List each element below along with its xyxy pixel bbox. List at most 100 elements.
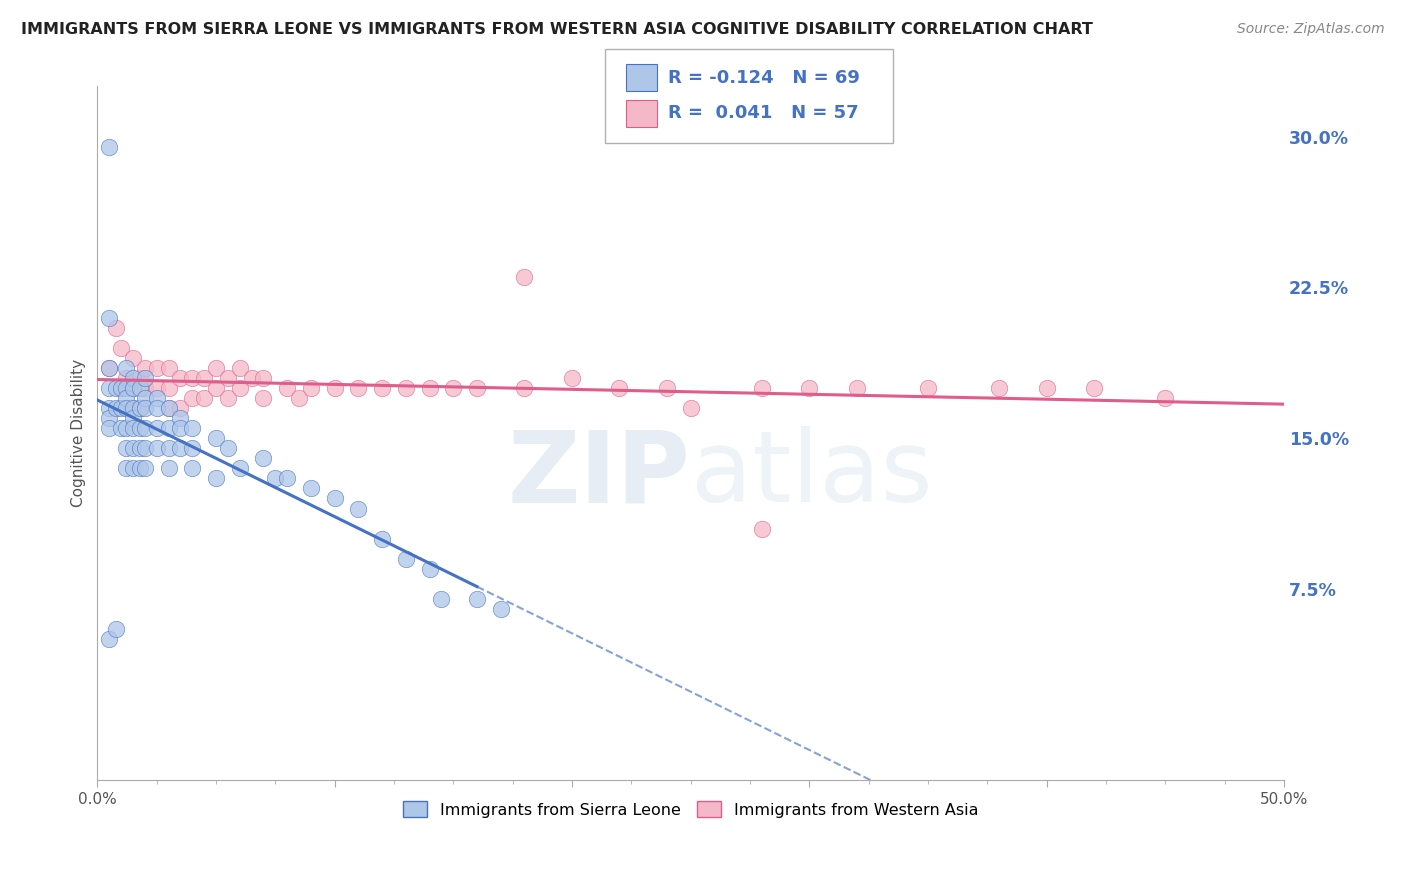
Point bbox=[157, 461, 180, 475]
Point bbox=[145, 381, 167, 395]
Point bbox=[169, 401, 191, 415]
Point bbox=[122, 401, 145, 415]
Point bbox=[134, 391, 156, 405]
Point bbox=[145, 442, 167, 456]
Point bbox=[98, 360, 121, 375]
Point bbox=[276, 471, 298, 485]
Text: R = -0.124   N = 69: R = -0.124 N = 69 bbox=[668, 69, 859, 87]
Point bbox=[98, 139, 121, 153]
Point bbox=[134, 461, 156, 475]
Point bbox=[114, 421, 136, 435]
Point bbox=[157, 442, 180, 456]
Point bbox=[395, 381, 418, 395]
Point bbox=[655, 381, 678, 395]
Point bbox=[110, 381, 132, 395]
Point bbox=[114, 391, 136, 405]
Point bbox=[134, 442, 156, 456]
Point bbox=[145, 391, 167, 405]
Point bbox=[229, 461, 252, 475]
Point bbox=[181, 371, 204, 385]
Point bbox=[252, 391, 274, 405]
Point bbox=[217, 371, 239, 385]
Point bbox=[513, 381, 536, 395]
Y-axis label: Cognitive Disability: Cognitive Disability bbox=[72, 359, 86, 508]
Point bbox=[419, 562, 441, 576]
Point bbox=[430, 592, 453, 607]
Point bbox=[561, 371, 583, 385]
Point bbox=[169, 411, 191, 425]
Point bbox=[145, 421, 167, 435]
Point bbox=[129, 381, 152, 395]
Point bbox=[98, 310, 121, 325]
Point bbox=[347, 381, 370, 395]
Point bbox=[122, 351, 145, 365]
Point bbox=[134, 381, 156, 395]
Point bbox=[799, 381, 821, 395]
Point bbox=[145, 401, 167, 415]
Legend: Immigrants from Sierra Leone, Immigrants from Western Asia: Immigrants from Sierra Leone, Immigrants… bbox=[396, 795, 984, 824]
Point bbox=[371, 532, 394, 546]
Point bbox=[157, 381, 180, 395]
Point bbox=[299, 482, 322, 496]
Point bbox=[157, 421, 180, 435]
Point bbox=[114, 360, 136, 375]
Point bbox=[114, 371, 136, 385]
Point bbox=[441, 381, 464, 395]
Point bbox=[371, 381, 394, 395]
Point bbox=[98, 401, 121, 415]
Point bbox=[129, 401, 152, 415]
Point bbox=[98, 381, 121, 395]
Point bbox=[181, 421, 204, 435]
Point bbox=[105, 381, 128, 395]
Point bbox=[347, 501, 370, 516]
Point bbox=[395, 551, 418, 566]
Point bbox=[129, 461, 152, 475]
Point bbox=[169, 442, 191, 456]
Point bbox=[751, 522, 773, 536]
Point bbox=[110, 341, 132, 355]
Point bbox=[157, 360, 180, 375]
Point bbox=[122, 461, 145, 475]
Point bbox=[105, 320, 128, 334]
Point bbox=[110, 421, 132, 435]
Point bbox=[489, 602, 512, 616]
Point bbox=[122, 411, 145, 425]
Point bbox=[205, 471, 228, 485]
Point bbox=[110, 401, 132, 415]
Point bbox=[134, 421, 156, 435]
Point bbox=[181, 391, 204, 405]
Point bbox=[217, 391, 239, 405]
Point bbox=[114, 381, 136, 395]
Point bbox=[157, 401, 180, 415]
Text: IMMIGRANTS FROM SIERRA LEONE VS IMMIGRANTS FROM WESTERN ASIA COGNITIVE DISABILIT: IMMIGRANTS FROM SIERRA LEONE VS IMMIGRAN… bbox=[21, 22, 1092, 37]
Point bbox=[169, 421, 191, 435]
Text: atlas: atlas bbox=[690, 426, 932, 524]
Point bbox=[122, 381, 145, 395]
Point bbox=[129, 371, 152, 385]
Point bbox=[105, 401, 128, 415]
Point bbox=[252, 371, 274, 385]
Point bbox=[169, 371, 191, 385]
Point bbox=[845, 381, 868, 395]
Point bbox=[679, 401, 702, 415]
Point bbox=[98, 421, 121, 435]
Point bbox=[122, 381, 145, 395]
Point bbox=[134, 371, 156, 385]
Point bbox=[114, 401, 136, 415]
Point bbox=[134, 360, 156, 375]
Point bbox=[122, 371, 145, 385]
Point bbox=[240, 371, 263, 385]
Point bbox=[323, 491, 346, 506]
Point bbox=[129, 421, 152, 435]
Point bbox=[205, 360, 228, 375]
Point bbox=[252, 451, 274, 466]
Point bbox=[110, 381, 132, 395]
Point bbox=[134, 401, 156, 415]
Text: R =  0.041   N = 57: R = 0.041 N = 57 bbox=[668, 104, 859, 122]
Point bbox=[1035, 381, 1057, 395]
Point bbox=[751, 381, 773, 395]
Point bbox=[205, 431, 228, 445]
Point bbox=[323, 381, 346, 395]
Point bbox=[181, 442, 204, 456]
Point bbox=[98, 360, 121, 375]
